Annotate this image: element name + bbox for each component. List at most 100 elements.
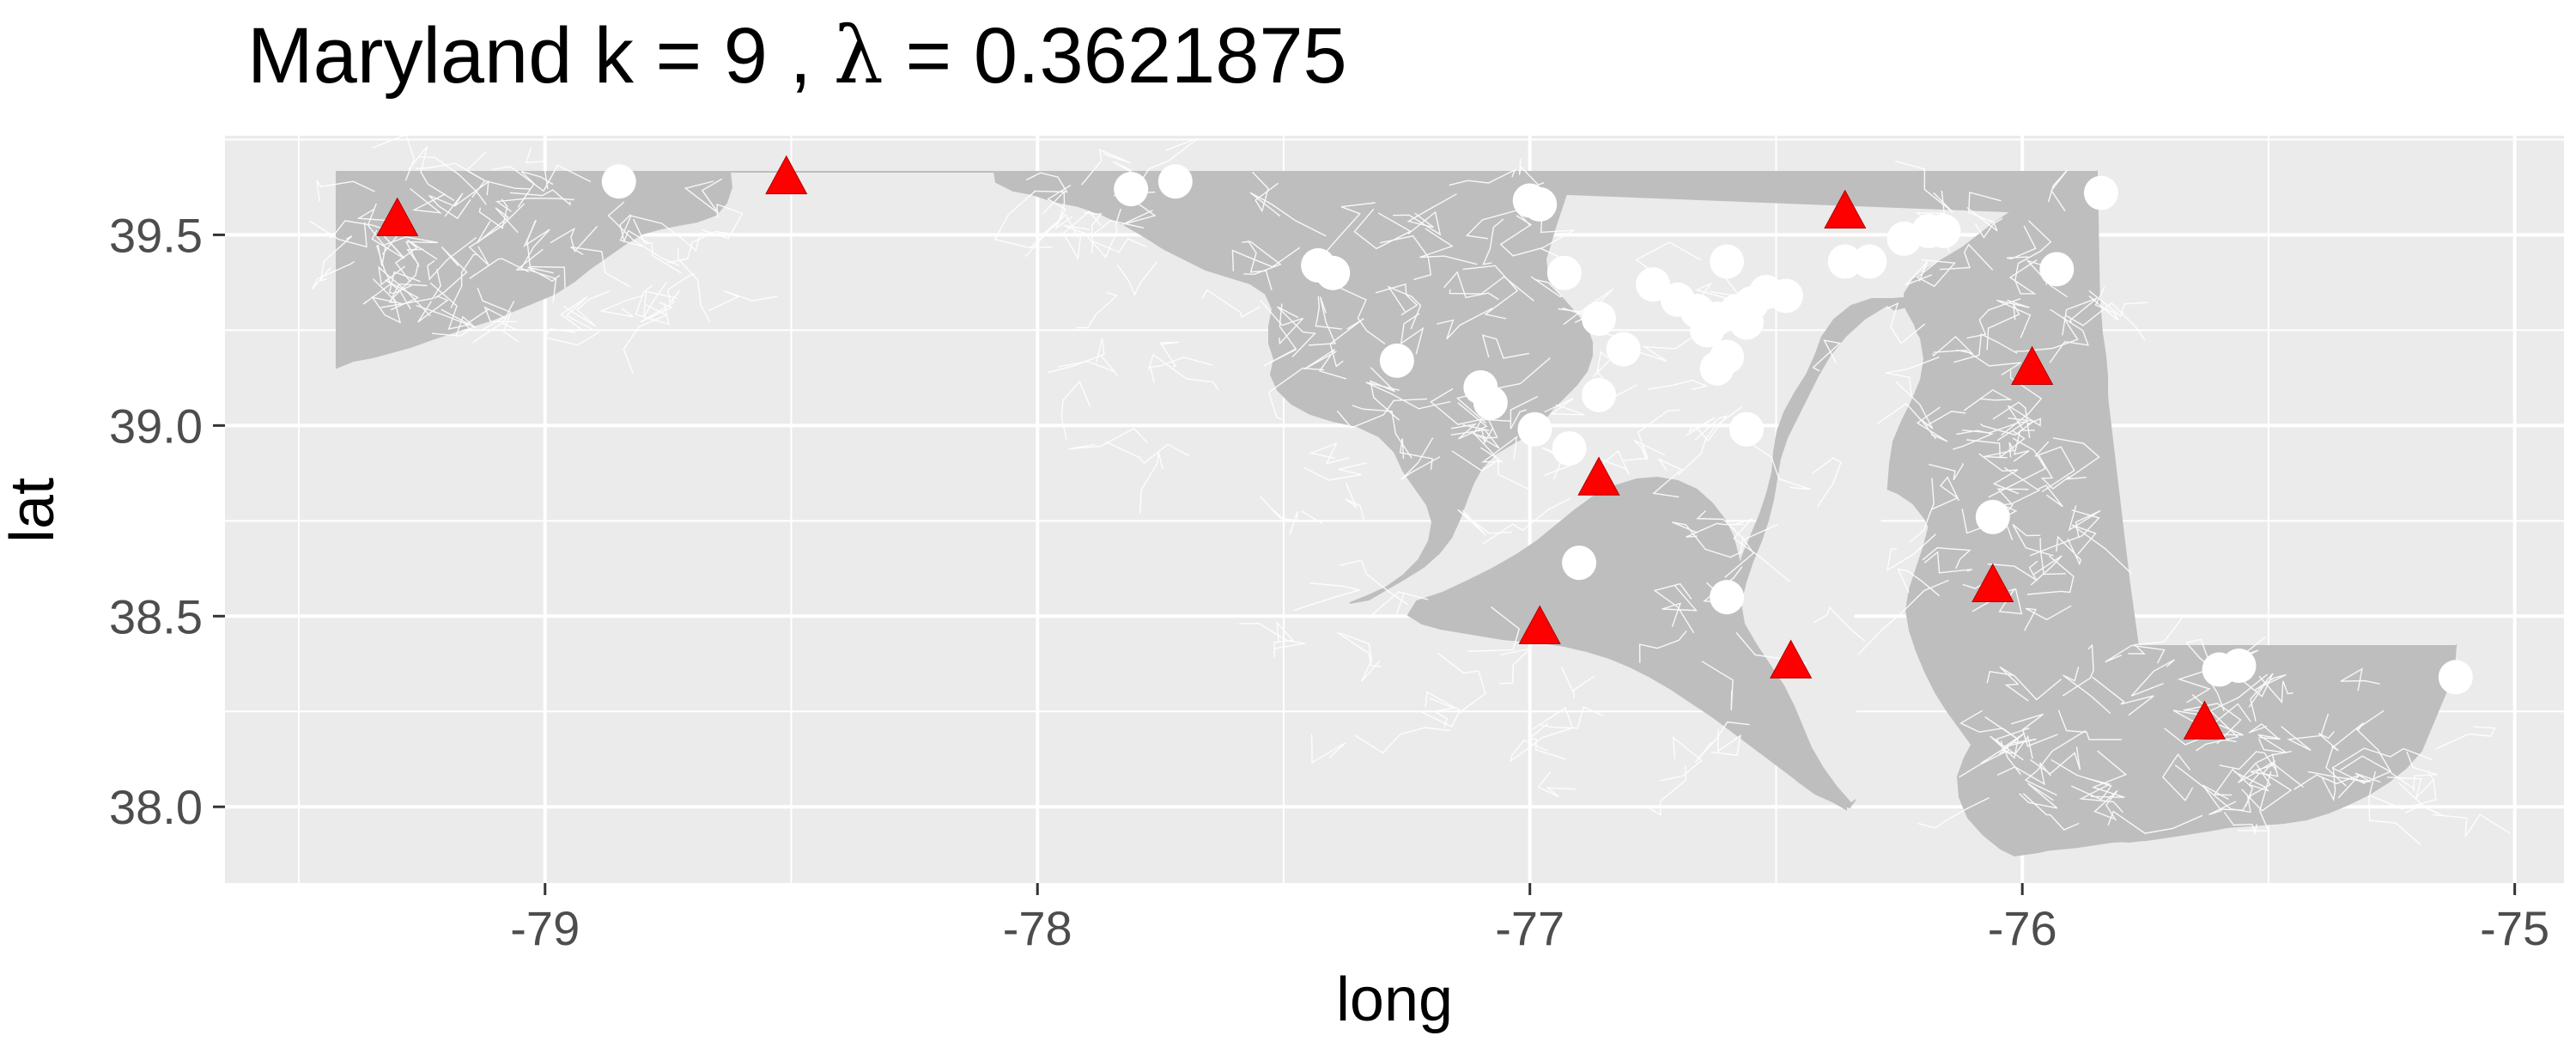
county-border: [478, 198, 508, 229]
county-border: [2248, 673, 2287, 708]
county-border: [1457, 509, 1512, 536]
demand-point: [1729, 411, 1765, 447]
county-border: [1537, 771, 1577, 798]
y-tick-label: 39.5: [109, 208, 203, 262]
demand-point: [601, 164, 636, 199]
county-border: [619, 214, 650, 245]
demand-point: [1975, 499, 2010, 534]
county-border: [1886, 302, 1926, 344]
county-border: [2293, 774, 2360, 799]
county-border: [1933, 349, 2022, 375]
county-border: [2034, 441, 2075, 492]
county-border: [632, 218, 682, 274]
county-border: [2023, 605, 2072, 631]
county-border: [1272, 509, 1323, 525]
county-border: [1528, 722, 1566, 760]
county-border: [1672, 521, 1732, 558]
county-border: [517, 170, 554, 208]
county-border: [2093, 789, 2118, 821]
county-border: [2321, 767, 2366, 801]
county-border: [2435, 726, 2496, 750]
county-border: [1963, 389, 2013, 411]
county-border: [2057, 710, 2122, 740]
county-border: [450, 253, 478, 308]
county-border: [2241, 759, 2293, 812]
y-axis-title: lat: [0, 478, 67, 543]
county-border: [469, 258, 530, 279]
county-border: [312, 260, 355, 290]
county-border: [1962, 421, 2027, 442]
county-border: [1303, 462, 1367, 481]
county-border: [1249, 192, 1327, 237]
demand-point: [1606, 332, 1641, 367]
facility-marker: [1770, 639, 1813, 679]
maryland-panhandle-west: [336, 171, 733, 369]
county-border: [1978, 453, 2020, 495]
county-border: [2161, 753, 2194, 801]
county-border: [1139, 137, 1199, 183]
demand-point: [2438, 660, 2473, 695]
demand-point: [1699, 350, 1735, 386]
county-border: [1091, 237, 1147, 254]
demand-point: [1581, 377, 1616, 412]
county-border: [1320, 202, 1376, 259]
county-border: [1967, 192, 2003, 224]
facility-marker: [1518, 605, 1561, 644]
x-tick-label: -78: [1003, 901, 1072, 955]
county-border: [2006, 225, 2037, 260]
x-tick-label: -75: [2480, 901, 2549, 955]
county-border: [563, 290, 611, 327]
demand-point: [1562, 545, 1597, 581]
axis-ticks: -79 -78 -77 -76 -75 38.0 38.5 39.0 39.5: [109, 208, 2549, 955]
county-border: [640, 298, 676, 323]
county-border: [1538, 706, 1604, 729]
county-border: [2183, 703, 2242, 745]
demand-point: [1710, 580, 1745, 615]
county-border: [1365, 381, 1451, 410]
county-border: [1263, 303, 1297, 367]
county-border: [1999, 666, 2029, 702]
county-border: [2007, 405, 2041, 430]
county-border: [2398, 783, 2445, 817]
county-border: [2063, 667, 2111, 714]
county-border: [1139, 452, 1163, 515]
x-tick-label: -79: [510, 901, 580, 955]
county-border: [2062, 297, 2098, 336]
county-border: [666, 230, 730, 264]
county-border: [1686, 417, 1716, 436]
county-border: [525, 147, 549, 190]
demand-point: [1581, 302, 1616, 337]
county-border: [1711, 728, 1741, 756]
county-border: [2012, 523, 2054, 557]
county-border: [2387, 777, 2434, 799]
county-border: [1986, 671, 2062, 701]
demand-point: [1512, 183, 1547, 218]
county-border: [2049, 308, 2089, 363]
county-border: [2001, 370, 2043, 436]
demand-point: [1157, 164, 1193, 199]
county-border: [1105, 441, 1189, 465]
county-border: [1905, 260, 1933, 286]
demand-point: [1473, 385, 1508, 420]
county-border: [1303, 349, 1347, 380]
county-border: [520, 220, 550, 269]
x-tick-label: -77: [1495, 901, 1564, 955]
demand-point: [1827, 244, 1862, 279]
county-border: [1060, 380, 1091, 440]
county-border: [362, 245, 392, 305]
county-border: [1370, 367, 1400, 421]
county-border: [2239, 673, 2274, 722]
county-border: [1662, 584, 1698, 628]
county-border: [1400, 437, 1441, 480]
county-border: [1353, 208, 1413, 250]
county-border: [2128, 616, 2184, 655]
county-border: [570, 246, 631, 288]
county-border: [2014, 220, 2052, 281]
county-border: [1634, 333, 1698, 363]
county-border: [1693, 415, 1728, 442]
county-border: [1988, 437, 2046, 498]
county-border: [1653, 582, 1695, 634]
county-border: [1462, 265, 1519, 320]
y-tick-label: 39.0: [109, 399, 203, 453]
